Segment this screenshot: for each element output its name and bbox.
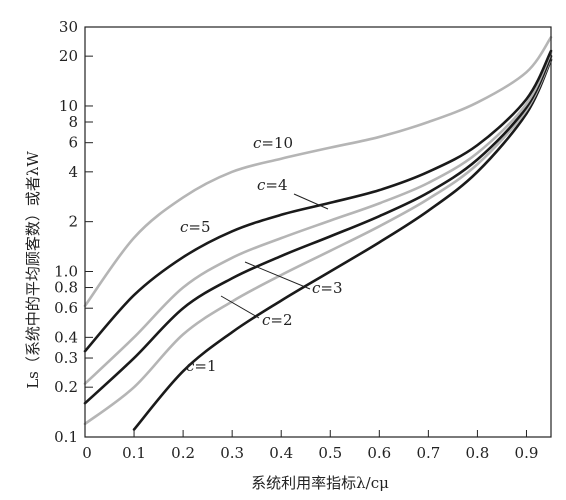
series-line-c3	[83, 54, 553, 405]
y-tick-label: 0.8	[54, 279, 78, 297]
series-label-c10: c=10	[253, 134, 293, 152]
x-tick-label: 0.5	[318, 444, 342, 462]
x-tick-label: 0.7	[416, 444, 440, 462]
x-tick-label: 0.9	[515, 444, 539, 462]
x-tick-label: 0.6	[367, 444, 391, 462]
y-tick-label: 1.0	[54, 262, 78, 280]
y-axis-title: Ls（系统中的平均顾客数）或者λW	[24, 151, 42, 389]
series-label-c3: c=3	[312, 279, 343, 297]
x-tick-label: 0	[82, 444, 92, 462]
y-tick-label: 0.3	[54, 349, 78, 367]
series-label-c5: c=5	[180, 218, 211, 236]
y-tick-label: 6	[68, 134, 78, 152]
series-line-c10	[83, 35, 553, 308]
x-tick-label: 0.8	[465, 444, 489, 462]
frame-layer	[84, 26, 552, 438]
y-tick-label: 2	[68, 213, 78, 231]
label-leader-line	[293, 193, 329, 210]
y-tick-label: 0.6	[54, 299, 78, 317]
y-tick-label: 8	[68, 113, 78, 131]
y-tick-label: 20	[59, 47, 78, 65]
x-tick-label: 0.1	[122, 444, 146, 462]
series-line-c1	[132, 58, 553, 431]
y-tick-label: 0.1	[54, 428, 78, 446]
x-tick-label: 0.4	[269, 444, 293, 462]
label-leader-line	[220, 295, 260, 319]
x-axis-title: 系统利用率指标λ/cμ	[251, 474, 389, 492]
x-tick-label: 0.3	[220, 444, 244, 462]
y-tick-label: 30	[59, 18, 78, 36]
series-label-c1: c=1	[186, 357, 217, 375]
y-tick-label: 10	[59, 97, 78, 115]
y-tick-label: 0.4	[54, 328, 78, 346]
series-label-c2: c=2	[262, 311, 293, 329]
x-tick-label: 0.2	[171, 444, 195, 462]
ticks-layer: 0 0.1 0.2 0.3 0.4 0.5 0.6 0.7 0.8 0.90.10.20.30.4…	[54, 18, 538, 462]
plot-frame	[84, 26, 552, 438]
series-line-c4	[83, 51, 553, 385]
series-label-c4: c=4	[257, 176, 288, 194]
y-tick-label: 0.2	[54, 378, 78, 396]
curves-layer	[83, 35, 553, 431]
label-leader-line	[244, 261, 311, 290]
y-tick-label: 4	[68, 163, 78, 181]
series-line-c2	[83, 56, 553, 426]
series-line-c5	[83, 49, 553, 353]
labels-layer: c=1 c=2 c=3 c=4 c=5 c=10	[180, 134, 343, 375]
